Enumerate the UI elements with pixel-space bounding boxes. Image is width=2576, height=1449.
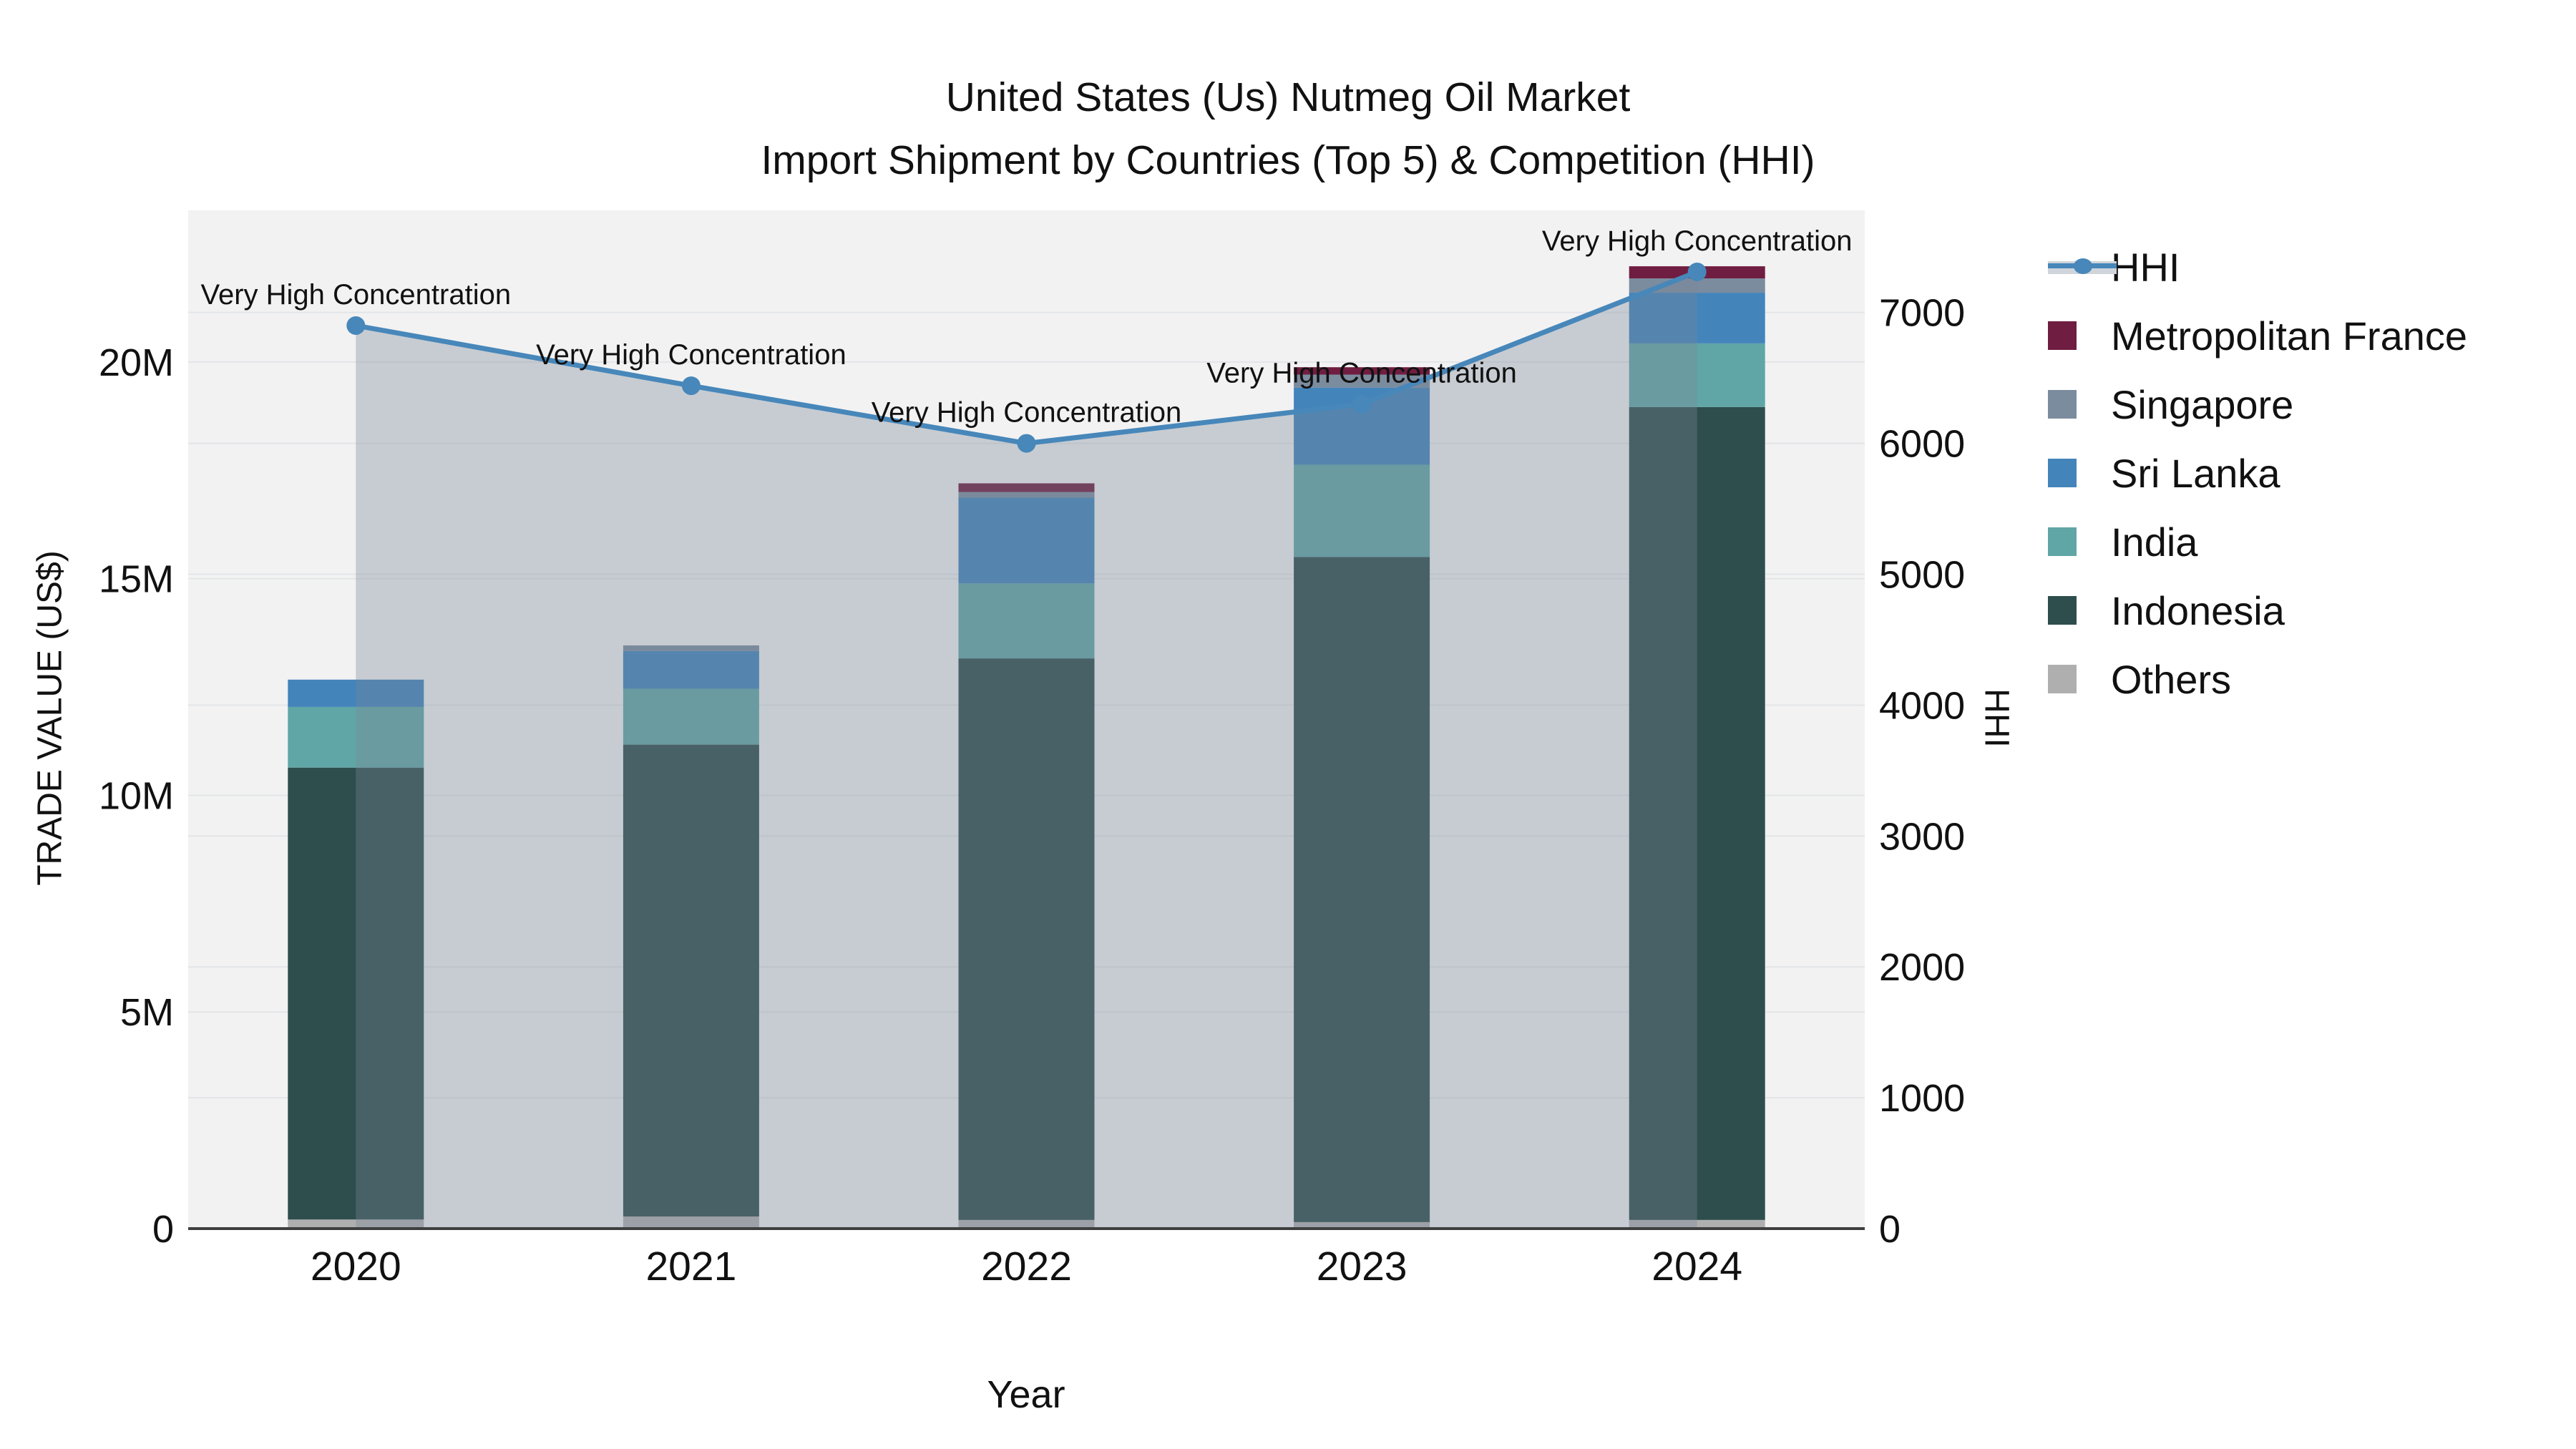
legend-label: Others bbox=[2111, 656, 2232, 702]
chart-title-line2: Import Shipment by Countries (Top 5) & C… bbox=[761, 137, 1815, 183]
bar-segment-singapore-2021[interactable] bbox=[623, 645, 759, 651]
bar-segment-indonesia-2023[interactable] bbox=[1294, 557, 1430, 1222]
legend-label: Sri Lanka bbox=[2111, 450, 2280, 496]
bar-segment-sri-lanka-2022[interactable] bbox=[958, 497, 1095, 584]
y-right-tick-6000: 6000 bbox=[1879, 423, 1965, 466]
legend-label: Singapore bbox=[2111, 381, 2294, 427]
y-right-tick-7000: 7000 bbox=[1879, 292, 1965, 335]
y-right-tick-0: 0 bbox=[1879, 1208, 1901, 1251]
bar-segment-indonesia-2022[interactable] bbox=[958, 658, 1095, 1220]
legend-label: India bbox=[2111, 519, 2198, 565]
chart-title-line1: United States (Us) Nutmeg Oil Market bbox=[945, 74, 1631, 120]
legend-swatch-icon bbox=[2048, 390, 2077, 419]
bar-segment-singapore-2022[interactable] bbox=[958, 492, 1095, 498]
bar-segment-sri-lanka-2024[interactable] bbox=[1629, 293, 1765, 343]
y-left-tick-15M: 15M bbox=[99, 558, 174, 601]
legend-label: HHI bbox=[2111, 244, 2180, 290]
y-left-tick-5M: 5M bbox=[120, 991, 174, 1034]
y-axis-title-right: HHI bbox=[1977, 688, 2016, 748]
bar-segment-others-2024[interactable] bbox=[1629, 1219, 1765, 1229]
x-axis-title: Year bbox=[987, 1373, 1065, 1416]
legend-item-indonesia[interactable]: Indonesia bbox=[2048, 576, 2467, 645]
bar-segment-indonesia-2021[interactable] bbox=[623, 744, 759, 1217]
legend-swatch-icon bbox=[2048, 596, 2077, 625]
legend-swatch-icon bbox=[2048, 459, 2077, 487]
bar-segment-others-2022[interactable] bbox=[958, 1219, 1095, 1229]
legend-swatch-icon bbox=[2048, 321, 2077, 350]
x-tick-2023: 2023 bbox=[1317, 1244, 1407, 1289]
legend-item-sri-lanka[interactable]: Sri Lanka bbox=[2048, 439, 2467, 507]
annotation-2023: Very High Concentration bbox=[1206, 358, 1517, 389]
y-left-tick-10M: 10M bbox=[99, 774, 174, 817]
y-right-tick-1000: 1000 bbox=[1879, 1077, 1965, 1120]
legend-item-others[interactable]: Others bbox=[2048, 645, 2467, 713]
hhi-line-swatch-icon bbox=[2048, 253, 2117, 281]
bar-segment-metropolitan-france-2022[interactable] bbox=[958, 483, 1095, 492]
x-tick-2020: 2020 bbox=[311, 1244, 401, 1289]
hhi-marker-2022[interactable] bbox=[1017, 434, 1036, 453]
bar-segment-indonesia-2020[interactable] bbox=[288, 767, 424, 1220]
y-left-tick-0: 0 bbox=[152, 1208, 174, 1251]
legend-item-hhi[interactable]: HHI bbox=[2048, 233, 2467, 301]
x-tick-2024: 2024 bbox=[1652, 1244, 1742, 1289]
legend-label: Indonesia bbox=[2111, 587, 2285, 633]
y-left-tick-20M: 20M bbox=[99, 341, 174, 384]
bar-segment-others-2021[interactable] bbox=[623, 1216, 759, 1229]
y-right-tick-5000: 5000 bbox=[1879, 553, 1965, 596]
bar-segment-sri-lanka-2020[interactable] bbox=[288, 679, 424, 707]
bar-segment-metropolitan-france-2023[interactable] bbox=[1294, 367, 1430, 375]
hhi-marker-2024[interactable] bbox=[1687, 262, 1707, 281]
legend-item-india[interactable]: India bbox=[2048, 507, 2467, 576]
bar-segment-india-2020[interactable] bbox=[288, 706, 424, 768]
legend-swatch-icon bbox=[2048, 665, 2077, 693]
annotation-2020: Very High Concentration bbox=[201, 279, 512, 311]
bar-segment-india-2023[interactable] bbox=[1294, 464, 1430, 557]
x-tick-2022: 2022 bbox=[981, 1244, 1072, 1289]
bar-segment-sri-lanka-2021[interactable] bbox=[623, 650, 759, 689]
y-right-tick-2000: 2000 bbox=[1879, 946, 1965, 989]
hhi-marker-2023[interactable] bbox=[1352, 394, 1372, 414]
legend-swatch-icon bbox=[2048, 527, 2077, 556]
y-right-tick-4000: 4000 bbox=[1879, 684, 1965, 727]
hhi-area bbox=[356, 271, 1697, 1229]
annotation-2024: Very High Concentration bbox=[1542, 225, 1853, 257]
legend: HHI Metropolitan France Singapore Sri Lanka… bbox=[2048, 233, 2467, 713]
hhi-marker-2020[interactable] bbox=[346, 316, 366, 335]
bar-segment-singapore-2024[interactable] bbox=[1629, 278, 1765, 293]
hhi-marker-icon bbox=[2074, 258, 2092, 274]
bar-segment-others-2023[interactable] bbox=[1294, 1221, 1430, 1229]
bar-segment-india-2024[interactable] bbox=[1629, 343, 1765, 407]
bar-segment-india-2022[interactable] bbox=[958, 583, 1095, 659]
x-tick-2021: 2021 bbox=[645, 1244, 736, 1289]
hhi-marker-2021[interactable] bbox=[681, 376, 701, 396]
annotation-2022: Very High Concentration bbox=[872, 397, 1182, 429]
legend-item-metropolitan-france[interactable]: Metropolitan France bbox=[2048, 301, 2467, 370]
bar-segment-others-2020[interactable] bbox=[288, 1219, 424, 1229]
annotation-2021: Very High Concentration bbox=[536, 339, 847, 371]
y-right-tick-3000: 3000 bbox=[1879, 815, 1965, 858]
legend-label: Metropolitan France bbox=[2111, 313, 2468, 358]
bar-segment-indonesia-2024[interactable] bbox=[1629, 406, 1765, 1220]
bar-segment-india-2021[interactable] bbox=[623, 688, 759, 745]
bar-segment-singapore-2023[interactable] bbox=[1294, 374, 1430, 388]
y-axis-title-left: TRADE VALUE (US$) bbox=[31, 550, 69, 886]
legend-item-singapore[interactable]: Singapore bbox=[2048, 370, 2467, 439]
chart-title: United States (Us) Nutmeg Oil Market Imp… bbox=[0, 66, 2576, 192]
